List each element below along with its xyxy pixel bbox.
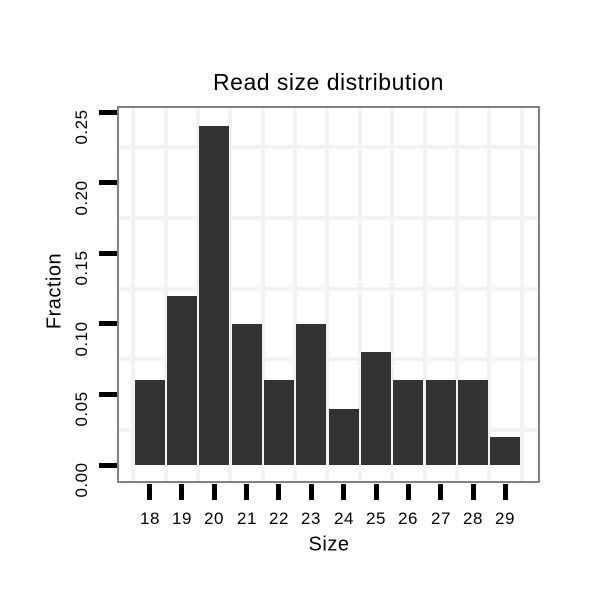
v-gridline <box>325 108 329 481</box>
bar-29 <box>490 437 520 465</box>
y-axis-label: Fraction <box>43 252 66 330</box>
v-gridline <box>131 108 135 481</box>
x-axis-label: Size <box>308 533 350 556</box>
y-tick <box>99 392 117 397</box>
bar-18 <box>135 380 165 465</box>
bar-27 <box>426 380 456 465</box>
x-tick-label: 23 <box>301 509 321 528</box>
x-tick <box>438 484 443 500</box>
y-tick <box>99 463 117 468</box>
y-tick-label: 0.15 <box>72 250 91 286</box>
x-tick-label: 24 <box>334 509 354 528</box>
x-tick <box>503 484 508 500</box>
y-tick-label: 0.10 <box>72 321 91 357</box>
x-tick-label: 28 <box>463 509 483 528</box>
bar-21 <box>232 324 262 465</box>
y-tick <box>99 251 117 256</box>
x-tick <box>341 484 346 500</box>
y-tick-label: 0.20 <box>72 180 91 216</box>
v-gridline <box>293 108 297 481</box>
bar-24 <box>329 409 359 465</box>
y-tick-label: 0.05 <box>72 391 91 427</box>
bar-26 <box>393 380 423 465</box>
x-tick-label: 29 <box>495 509 515 528</box>
bar-22 <box>264 380 294 465</box>
x-tick <box>244 484 249 500</box>
bar-20 <box>199 126 229 465</box>
bar-25 <box>361 352 391 465</box>
x-tick-label: 22 <box>269 509 289 528</box>
v-gridline <box>487 108 491 481</box>
bar-23 <box>296 324 326 465</box>
y-tick-label: 0.25 <box>72 109 91 145</box>
x-tick-label: 26 <box>398 509 418 528</box>
y-tick <box>99 180 117 185</box>
v-gridline <box>261 108 265 481</box>
v-gridline <box>196 108 200 481</box>
x-tick <box>406 484 411 500</box>
x-tick-label: 21 <box>237 509 257 528</box>
x-tick <box>179 484 184 500</box>
x-tick-label: 25 <box>366 509 386 528</box>
x-tick-label: 18 <box>140 509 160 528</box>
y-tick-label: 0.00 <box>72 462 91 498</box>
x-tick-label: 19 <box>172 509 192 528</box>
x-tick <box>374 484 379 500</box>
x-tick <box>147 484 152 500</box>
v-gridline <box>164 108 168 481</box>
x-tick <box>212 484 217 500</box>
v-gridline <box>358 108 362 481</box>
v-gridline <box>423 108 427 481</box>
v-gridline <box>390 108 394 481</box>
y-tick <box>99 110 117 115</box>
x-tick-label: 27 <box>431 509 451 528</box>
x-tick <box>471 484 476 500</box>
y-tick <box>99 321 117 326</box>
x-tick <box>309 484 314 500</box>
bar-28 <box>458 380 488 465</box>
x-tick <box>276 484 281 500</box>
v-gridline <box>228 108 232 481</box>
x-tick-label: 20 <box>204 509 224 528</box>
v-gridline <box>520 108 524 481</box>
plot-panel <box>117 106 540 483</box>
chart-title: Read size distribution <box>213 69 444 95</box>
v-gridline <box>455 108 459 481</box>
bar-19 <box>167 296 197 465</box>
